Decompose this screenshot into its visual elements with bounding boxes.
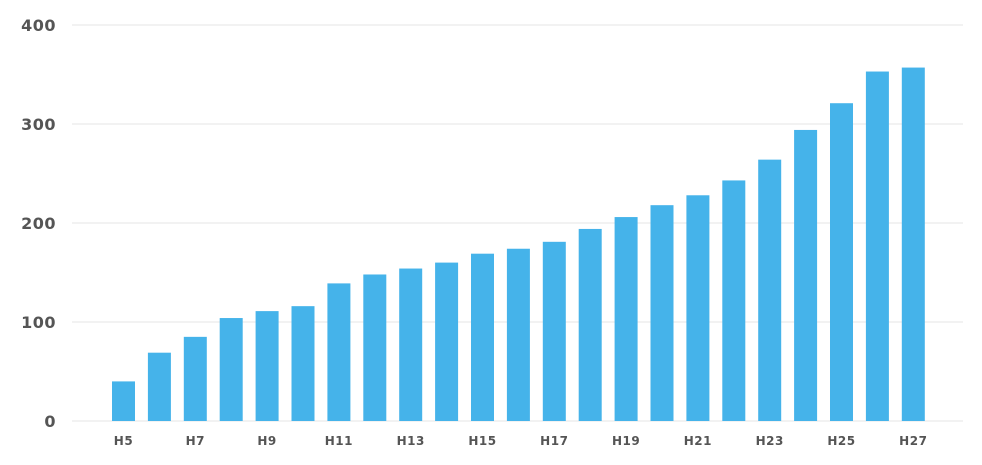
bar-h25 [830, 103, 853, 422]
x-tick-label: H25 [827, 434, 855, 448]
y-tick-label: 0 [44, 412, 56, 431]
y-axis: 0 100 200 300 400 [21, 16, 56, 431]
x-tick-label: H15 [468, 434, 496, 448]
x-tick-label: H13 [397, 434, 425, 448]
y-tick-label: 400 [21, 16, 56, 35]
bar-h24 [794, 129, 818, 421]
x-tick-label: H7 [186, 434, 205, 448]
y-tick-label: 300 [21, 115, 56, 134]
bar-h15 [471, 253, 494, 421]
bar-h27 [901, 67, 925, 421]
x-tick-label: H9 [257, 434, 276, 448]
y-tick-label: 100 [21, 313, 56, 332]
bar-h12 [363, 274, 387, 421]
bar-h18 [578, 228, 602, 421]
bar-h11 [327, 283, 351, 421]
bar-h8 [219, 318, 243, 421]
bar-h17 [542, 241, 566, 421]
bar-h9 [255, 311, 279, 421]
bar-h26 [865, 71, 889, 421]
bar-h19 [614, 217, 638, 421]
x-tick-label: H17 [540, 434, 568, 448]
bar-h20 [650, 205, 674, 421]
x-tick-label: H23 [756, 434, 784, 448]
x-tick-label: H27 [899, 434, 927, 448]
x-tick-label: H19 [612, 434, 640, 448]
x-tick-label: H5 [114, 434, 133, 448]
x-tick-label: H21 [684, 434, 712, 448]
x-tick-label: H11 [325, 434, 353, 448]
bar-h23 [758, 159, 782, 421]
bar-h16 [506, 248, 530, 421]
bars [112, 67, 925, 422]
bar-h7 [183, 336, 207, 421]
bar-h13 [399, 268, 423, 421]
bar-h6 [147, 352, 171, 421]
bar-h22 [722, 180, 746, 421]
bar-h10 [291, 306, 315, 421]
bar-h14 [435, 262, 459, 421]
x-axis: H5 H7 H9 H11 H13 H15 H17 H19 H21 H23 H25 H27 [114, 434, 927, 448]
y-tick-label: 200 [21, 214, 56, 233]
bar-h21 [686, 195, 710, 421]
bar-h5 [112, 381, 135, 421]
